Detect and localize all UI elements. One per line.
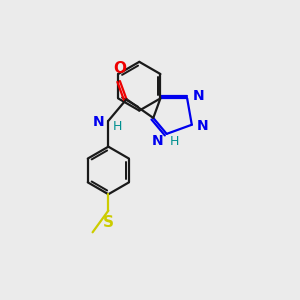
Text: N: N xyxy=(197,119,209,133)
Text: N: N xyxy=(92,115,104,129)
Text: N: N xyxy=(152,134,163,148)
Text: O: O xyxy=(113,61,126,76)
Text: H: H xyxy=(169,135,179,148)
Text: H: H xyxy=(113,120,122,133)
Text: S: S xyxy=(103,215,114,230)
Text: N: N xyxy=(193,89,204,103)
